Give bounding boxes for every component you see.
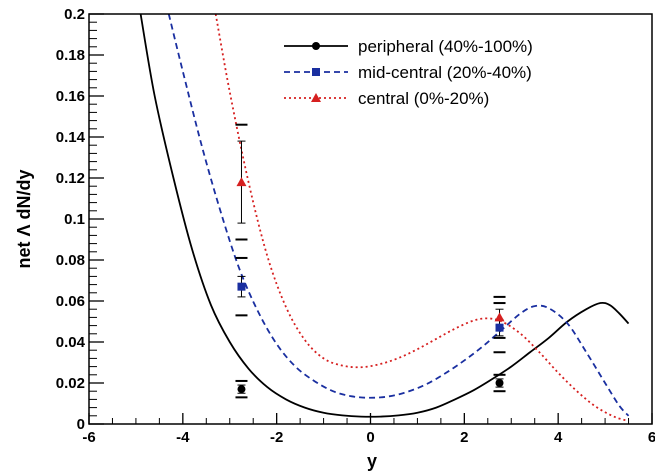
legend-peripheral-label: peripheral (40%-100%) xyxy=(358,37,533,56)
x-tick-label: -6 xyxy=(82,429,95,446)
legend-peripheral-marker xyxy=(312,42,320,50)
x-tick-label: 0 xyxy=(366,429,374,446)
mid-central-curve xyxy=(167,14,630,417)
y-tick-label: 0.04 xyxy=(56,334,86,351)
x-tick-label: -2 xyxy=(270,429,283,446)
x-ticks: -6 -4 -2 0 2 4 6 xyxy=(82,413,655,446)
mid-central-data-point xyxy=(495,323,504,332)
x-tick-label: 2 xyxy=(460,429,468,446)
peripheral-data-point xyxy=(495,379,504,387)
y-tick-label: 0 xyxy=(77,416,85,433)
x-axis-title: y xyxy=(367,451,377,471)
central-data-point xyxy=(494,312,505,322)
y-tick-label: 0.2 xyxy=(64,6,85,23)
y-tick-label: 0.08 xyxy=(56,252,85,269)
x-tick-label: 6 xyxy=(648,429,655,446)
legend: peripheral (40%-100%) mid-central (20%-40… xyxy=(284,37,533,108)
y-ticks: 0 0.02 0.04 0.06 0.08 0.1 0.12 0.14 0.16 0.18 0.2 xyxy=(56,6,104,433)
y-tick-label: 0.02 xyxy=(56,375,85,392)
legend-central-label: central (0%-20%) xyxy=(358,89,489,108)
peripheral-curve xyxy=(139,14,630,418)
central-curve xyxy=(214,14,629,422)
y-tick-label: 0.06 xyxy=(56,293,85,310)
central-data-point xyxy=(236,177,247,187)
y-axis-title: net Λ dN/dy xyxy=(14,169,34,268)
y-tick-label: 0.1 xyxy=(64,211,85,228)
y-tick-label: 0.12 xyxy=(56,170,85,187)
y-tick-label: 0.14 xyxy=(56,129,86,146)
peripheral-data-point xyxy=(237,385,246,394)
legend-mid-central-label: mid-central (20%-40%) xyxy=(358,63,532,82)
x-tick-label: 4 xyxy=(554,429,563,446)
x-tick-label: -4 xyxy=(176,429,190,446)
legend-central-marker xyxy=(311,93,321,102)
y-tick-label: 0.16 xyxy=(56,88,85,105)
markers-layer xyxy=(236,177,505,394)
curves-layer xyxy=(139,14,630,422)
y-tick-label: 0.18 xyxy=(56,47,85,64)
legend-mid-central-marker xyxy=(312,68,320,76)
mid-central-data-point xyxy=(237,282,246,291)
